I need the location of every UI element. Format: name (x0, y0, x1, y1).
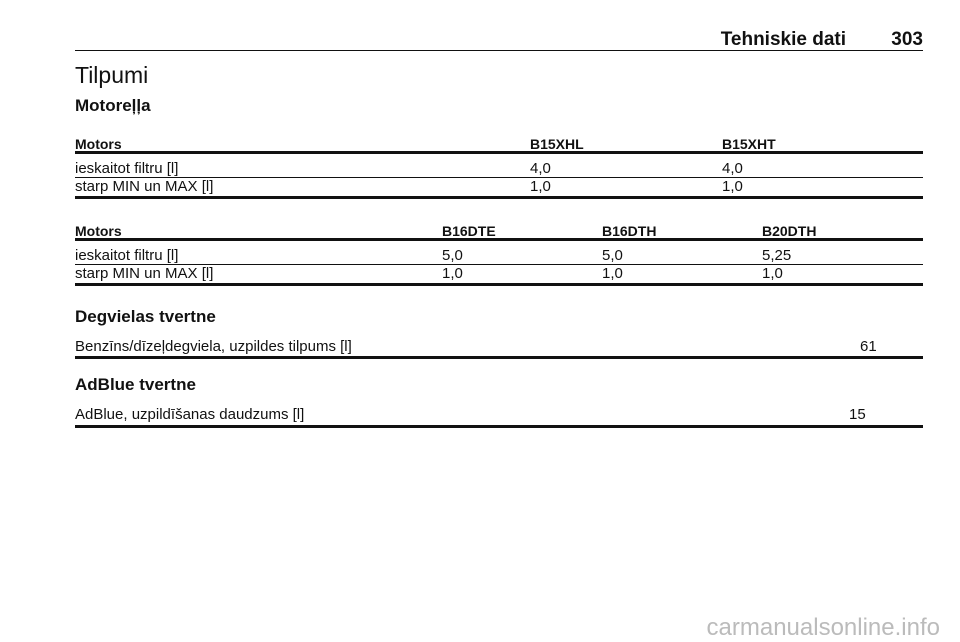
cell: 5,0 (602, 247, 623, 264)
rule (75, 425, 923, 428)
column-header: Motors (75, 136, 122, 152)
page-number: 303 (891, 29, 923, 50)
subsection-title: Degvielas tvertne (75, 307, 216, 326)
column-header: B16DTE (442, 223, 496, 239)
section-title: Tilpumi (75, 62, 149, 88)
rule (75, 356, 923, 359)
column-header: B15XHT (722, 136, 776, 152)
header-title: Tehniskie dati (720, 29, 846, 50)
column-header: Motors (75, 223, 122, 239)
cell: 15 (849, 406, 866, 423)
rule (75, 264, 923, 265)
cell: ieskaitot filtru [l] (75, 247, 179, 264)
cell: 1,0 (530, 178, 551, 195)
cell: 1,0 (722, 178, 743, 195)
cell: Benzīns/dīzeļdegviela, uzpildes tilpums … (75, 338, 352, 355)
cell: 4,0 (530, 160, 551, 177)
watermark: carmanualsonline.info (706, 614, 940, 641)
subsection-title: AdBlue tvertne (75, 375, 196, 394)
cell: starp MIN un MAX [l] (75, 178, 214, 195)
header-rule (75, 50, 923, 51)
cell: 1,0 (602, 265, 623, 282)
cell: 4,0 (722, 160, 743, 177)
cell: 1,0 (762, 265, 783, 282)
rule (75, 177, 923, 178)
column-header: B15XHL (530, 136, 584, 152)
column-header: B20DTH (762, 223, 817, 239)
cell: starp MIN un MAX [l] (75, 265, 214, 282)
rule (75, 196, 923, 199)
rule (75, 283, 923, 286)
cell: ieskaitot filtru [l] (75, 160, 179, 177)
subsection-title: Motoreļļa (75, 96, 151, 115)
cell: 1,0 (442, 265, 463, 282)
column-header: B16DTH (602, 223, 657, 239)
cell: 61 (860, 338, 877, 355)
rule (75, 151, 923, 154)
cell: 5,0 (442, 247, 463, 264)
cell: 5,25 (762, 247, 792, 264)
rule (75, 238, 923, 241)
cell: AdBlue, uzpildīšanas daudzums [l] (75, 406, 305, 423)
